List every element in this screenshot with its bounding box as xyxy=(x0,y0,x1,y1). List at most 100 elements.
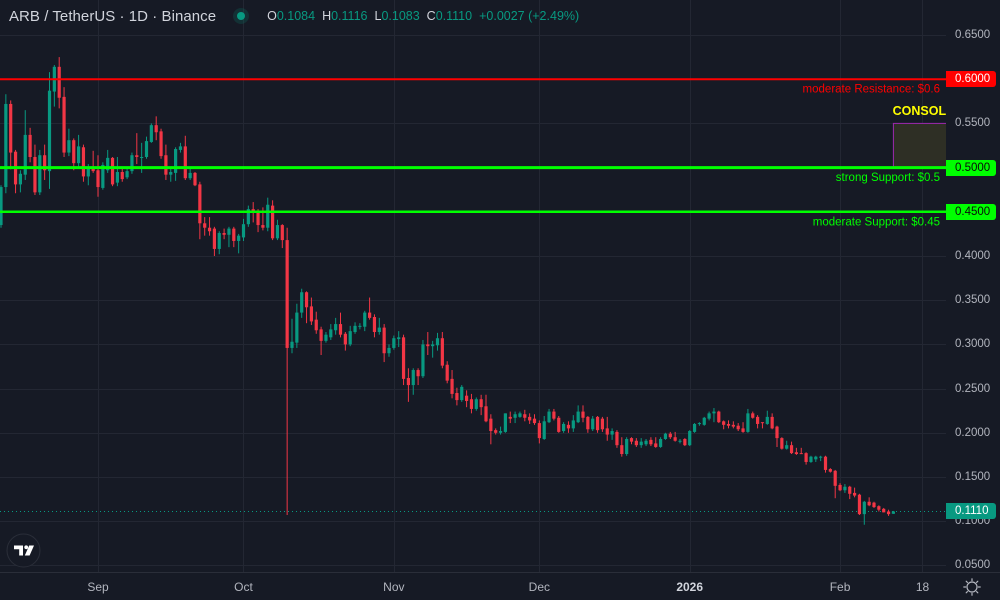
candle xyxy=(338,312,343,338)
candle xyxy=(770,413,774,430)
candle xyxy=(125,167,129,180)
high-number: 0.1116 xyxy=(331,9,368,23)
candle xyxy=(183,135,187,180)
candle-body xyxy=(586,416,590,430)
candle xyxy=(814,455,818,462)
candle xyxy=(445,361,449,384)
candle xyxy=(47,72,52,189)
chart-canvas[interactable]: CONSOL moderate Resistance: $0.6 strong S… xyxy=(0,0,946,572)
candle-body xyxy=(508,416,512,419)
candle-body xyxy=(833,470,837,486)
candle-body xyxy=(692,423,697,432)
candle xyxy=(528,413,532,424)
candle xyxy=(174,147,178,181)
candle-body xyxy=(309,306,313,322)
candle xyxy=(639,438,643,448)
candle xyxy=(401,334,406,386)
candle xyxy=(799,447,803,455)
candle-body xyxy=(668,433,672,438)
candle-body xyxy=(663,433,668,439)
candle xyxy=(23,110,27,180)
candle xyxy=(324,332,328,343)
candle xyxy=(9,100,13,170)
candle-body xyxy=(484,406,488,422)
candle-body xyxy=(77,146,81,164)
consolidation-zone[interactable] xyxy=(892,122,946,169)
candle-body xyxy=(615,431,619,446)
candle xyxy=(91,150,95,173)
price-axis-label: 0.6500 xyxy=(955,29,991,41)
candle xyxy=(508,411,512,424)
sun-settings-icon[interactable] xyxy=(963,578,981,596)
candle xyxy=(595,416,600,433)
candle-body xyxy=(295,312,299,343)
candle xyxy=(67,128,71,157)
time-axis[interactable]: Sep Oct Nov Dec 2026 Feb 18 xyxy=(0,572,1000,600)
candle-body xyxy=(853,492,857,496)
candle-body xyxy=(828,469,832,472)
price-axis-label: 0.3000 xyxy=(955,338,991,351)
low-value: L0.1083 xyxy=(374,9,419,23)
candle xyxy=(518,411,522,418)
tradingview-logo-icon[interactable] xyxy=(6,533,41,568)
candle xyxy=(537,420,541,444)
candle-body xyxy=(581,411,585,418)
candle-body xyxy=(159,131,163,157)
horizontal-levels: moderate Resistance: $0.6 strong Support:… xyxy=(0,78,946,228)
symbol-title[interactable]: ARB / TetherUS · 1D · Binance xyxy=(9,7,217,25)
candle xyxy=(319,326,323,356)
candle xyxy=(741,422,745,433)
candle xyxy=(164,144,168,180)
candle xyxy=(780,437,784,450)
candle-body xyxy=(387,347,391,354)
candle-body xyxy=(566,424,571,429)
price-axis[interactable]: 0.6500 0.6000 0.5500 0.5000 0.4500 0.4000 0.35… xyxy=(946,0,1000,572)
price-axis-label: 0.3500 xyxy=(955,294,991,307)
candle xyxy=(857,493,862,516)
candle-body xyxy=(237,235,241,241)
close-label: C xyxy=(426,9,436,23)
candle-body xyxy=(523,414,527,418)
candle-body xyxy=(770,416,774,429)
candle xyxy=(697,422,701,426)
candle-body xyxy=(746,413,750,432)
candle xyxy=(285,227,289,516)
candle-body xyxy=(683,438,687,446)
candle-body xyxy=(571,420,575,429)
candle-body xyxy=(28,134,32,157)
candle-body xyxy=(188,172,192,179)
candle xyxy=(765,410,769,425)
candle xyxy=(314,311,318,334)
price-axis-label: 0.2000 xyxy=(955,426,991,439)
candle-body xyxy=(838,484,842,491)
candle-body xyxy=(843,486,847,491)
chart-legend: ARB / TetherUS · 1D · Binance O0.1084 H0… xyxy=(9,7,579,25)
candle xyxy=(57,57,61,109)
candle xyxy=(494,428,498,435)
candle-body xyxy=(872,502,876,508)
candle xyxy=(872,501,876,508)
time-axis-label: Nov xyxy=(383,580,405,594)
candle xyxy=(271,200,275,241)
candle-body xyxy=(819,456,823,458)
candle-body xyxy=(654,443,658,447)
candle-body xyxy=(401,337,406,379)
candle xyxy=(644,438,648,447)
candle xyxy=(426,332,430,356)
candle-body xyxy=(741,428,745,432)
candle-body xyxy=(115,172,119,183)
candle xyxy=(843,484,847,493)
candle-body xyxy=(469,399,474,409)
candle-body xyxy=(290,341,294,348)
candle xyxy=(785,440,789,450)
candle xyxy=(717,410,721,424)
candle xyxy=(552,408,556,421)
open-value: O0.1084 xyxy=(267,9,315,23)
close-number: 0.1110 xyxy=(435,9,473,23)
candle-body xyxy=(620,445,624,455)
candle-body xyxy=(445,364,449,381)
candle-body xyxy=(639,441,643,446)
candle-body xyxy=(43,155,47,171)
candle-body xyxy=(562,423,566,432)
candle xyxy=(571,415,575,432)
